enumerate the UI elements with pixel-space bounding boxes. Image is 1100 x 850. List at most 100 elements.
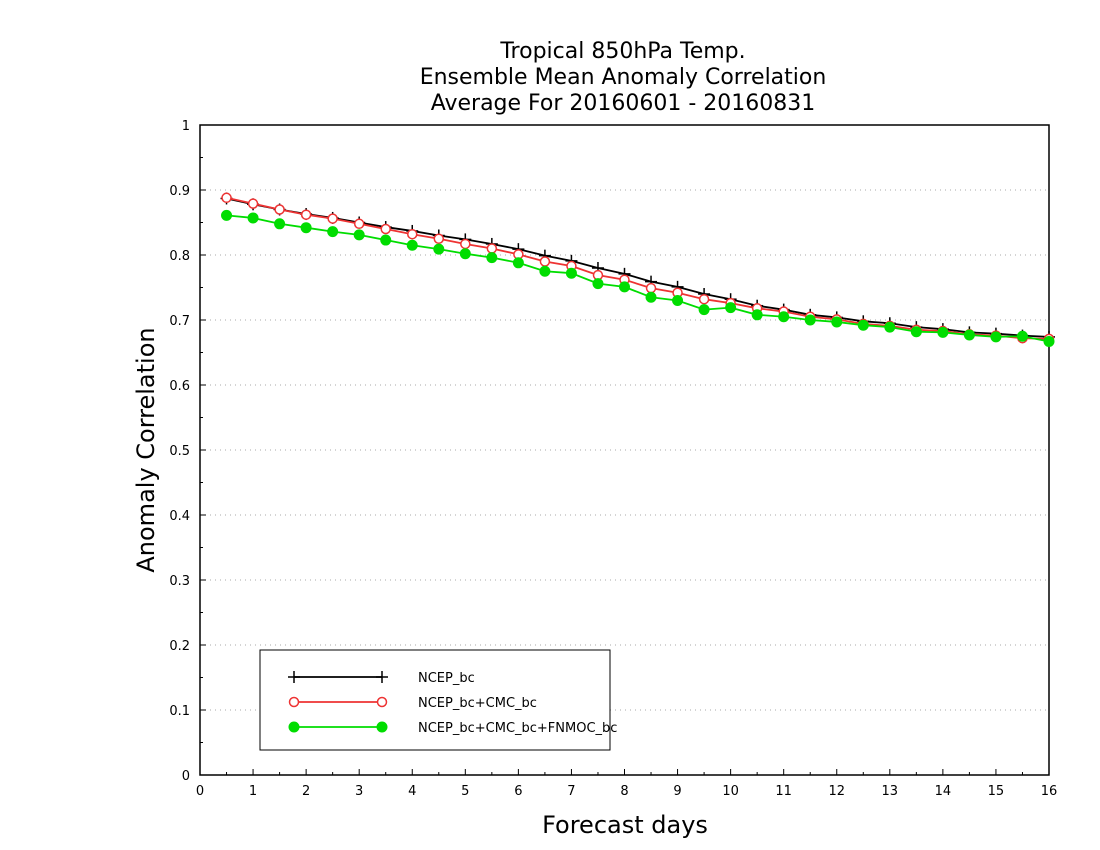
data-point — [592, 278, 604, 290]
data-point — [539, 265, 551, 277]
legend-marker — [288, 721, 300, 733]
data-point — [221, 209, 233, 221]
data-point — [221, 192, 232, 204]
x-tick-label: 13 — [882, 784, 899, 799]
x-axis-ticks: 0 1 2 3 4 5 6 7 8 9 10 11 12 13 14 15 16 — [196, 769, 1057, 799]
y-tick-label: 0.5 — [169, 444, 190, 459]
y-tick-label: 1 — [182, 119, 190, 134]
legend-marker — [288, 671, 300, 683]
data-point — [672, 295, 684, 306]
legend-label: NCEP_bc — [418, 671, 475, 686]
data-point — [433, 243, 445, 255]
data-point — [353, 218, 365, 230]
legend-item: NCEP_bc — [288, 671, 475, 686]
data-point — [698, 304, 710, 316]
x-tick-label: 10 — [722, 784, 739, 799]
data-point — [1016, 330, 1028, 342]
data-point — [698, 293, 710, 305]
data-point — [327, 226, 339, 238]
legend-box — [259, 649, 611, 751]
title-line-3: Average For 20160601 - 20160831 — [431, 91, 816, 116]
data-point — [539, 256, 551, 267]
data-point — [300, 209, 312, 220]
y-tick-label: 0.6 — [169, 379, 190, 394]
data-point — [380, 223, 391, 235]
series-3 — [221, 209, 1055, 347]
data-point — [884, 321, 896, 333]
x-tick-label: 0 — [196, 784, 204, 799]
x-tick-label: 7 — [567, 784, 575, 799]
x-tick-label: 9 — [673, 784, 681, 799]
data-point — [831, 316, 843, 328]
y-tick-label: 0.9 — [169, 184, 190, 199]
data-point — [910, 326, 922, 338]
x-axis-label: Forecast days — [542, 811, 708, 839]
data-point — [778, 311, 790, 323]
x-tick-label: 2 — [302, 784, 310, 799]
data-point — [804, 314, 816, 326]
series-layer — [220, 192, 1055, 347]
legend-marker — [376, 721, 388, 733]
data-point — [937, 326, 949, 338]
x-tick-label: 8 — [620, 784, 628, 799]
data-point — [327, 213, 338, 224]
legend-marker — [376, 671, 388, 683]
y-tick-label: 0.2 — [169, 639, 190, 654]
x-tick-label: 5 — [461, 784, 469, 799]
data-point — [751, 309, 763, 321]
series-2 — [221, 192, 1055, 345]
data-point — [407, 228, 418, 240]
data-point — [963, 329, 975, 341]
x-tick-label: 14 — [935, 784, 952, 799]
x-tick-label: 11 — [775, 784, 792, 799]
legend-label: NCEP_bc+CMC_bc+FNMOC_bc — [418, 721, 617, 736]
data-point — [645, 282, 657, 294]
data-point — [380, 234, 392, 246]
data-point — [459, 248, 471, 260]
y-tick-label: 0.1 — [169, 704, 190, 719]
title-line-2: Ensemble Mean Anomaly Correlation — [420, 65, 827, 90]
y-tick-label: 0.8 — [169, 249, 190, 264]
data-point — [247, 212, 259, 224]
chart-title: Tropical 850hPa Temp. Ensemble Mean Anom… — [420, 39, 827, 116]
series-line — [226, 197, 1050, 338]
data-point — [300, 222, 312, 234]
data-point — [565, 267, 577, 279]
legend-label: NCEP_bc+CMC_bc — [418, 696, 537, 711]
data-point — [486, 243, 498, 254]
x-tick-label: 1 — [249, 784, 257, 799]
data-point — [725, 302, 737, 314]
data-point — [990, 331, 1002, 343]
data-point — [274, 218, 286, 230]
x-tick-label: 12 — [828, 784, 845, 799]
y-tick-label: 0 — [182, 769, 190, 784]
data-point — [274, 204, 285, 215]
y-tick-label: 0.4 — [169, 509, 190, 524]
legend-item: NCEP_bc+CMC_bc — [288, 696, 537, 711]
data-point — [512, 257, 524, 269]
data-point — [619, 281, 630, 293]
y-tick-label: 0.7 — [169, 314, 190, 329]
data-point — [857, 319, 869, 331]
legend-item: NCEP_bc+CMC_bc+FNMOC_bc — [288, 721, 617, 736]
y-axis-ticks: 0 0.1 0.2 0.3 0.4 0.5 0.6 0.7 0.8 0.9 1 — [169, 119, 206, 784]
x-tick-label: 4 — [408, 784, 416, 799]
legend: NCEP_bc NCEP_bc+CMC_bc NCEP_bc+CMC_bc+FNMO… — [259, 649, 617, 751]
y-tick-label: 0.3 — [169, 574, 190, 589]
data-point — [353, 229, 365, 241]
data-point — [406, 239, 418, 251]
x-tick-label: 16 — [1041, 784, 1058, 799]
x-tick-label: 15 — [988, 784, 1005, 799]
series-line — [226, 196, 1050, 340]
y-axis-label: Anomaly Correlation — [132, 327, 160, 572]
data-point — [247, 198, 259, 209]
data-point — [486, 252, 498, 264]
x-tick-label: 6 — [514, 784, 522, 799]
legend-marker — [288, 696, 300, 708]
data-point — [1043, 335, 1055, 347]
x-tick-label: 3 — [355, 784, 363, 799]
data-point — [645, 291, 657, 303]
legend-marker — [376, 696, 388, 708]
data-point — [433, 233, 445, 244]
